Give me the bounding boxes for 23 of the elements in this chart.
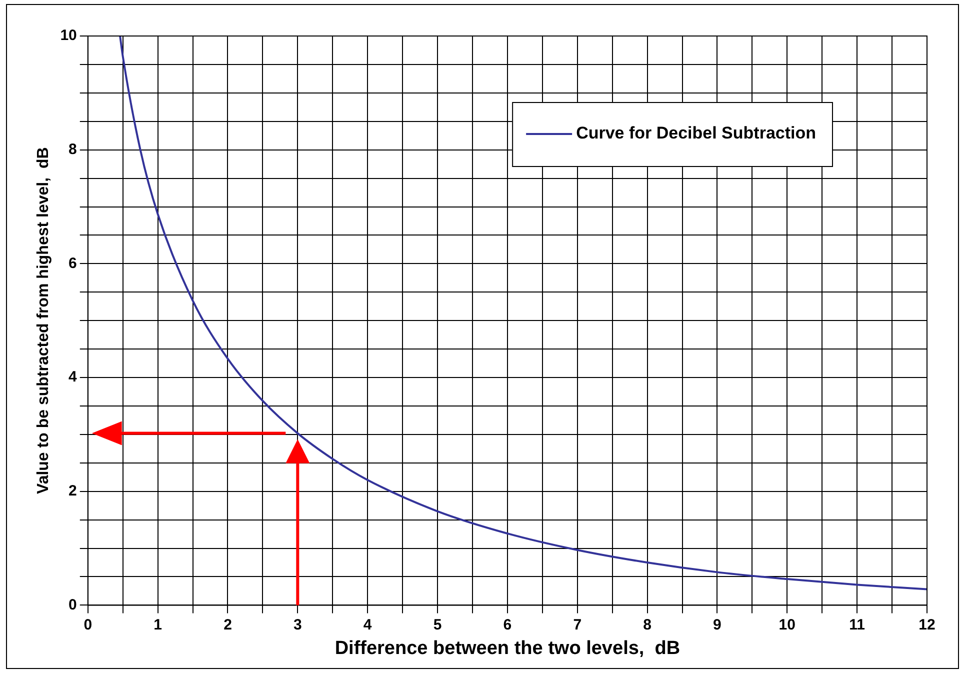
- y-axis-title: Value to be subtracted from highest level, dB: [35, 147, 52, 494]
- x-tick-label: 3: [293, 616, 302, 634]
- legend-label: Curve for Decibel Subtraction: [576, 124, 816, 143]
- y-tick-label: 2: [68, 482, 77, 500]
- x-tick-label: 8: [643, 616, 652, 634]
- x-tick-label: 11: [849, 616, 866, 634]
- x-axis-title: Difference between the two levels, dB: [334, 638, 680, 659]
- x-tick-label: 7: [573, 616, 582, 634]
- x-tick-label: 10: [778, 616, 796, 634]
- x-tick-label: 1: [154, 616, 162, 634]
- x-tick-label: 6: [503, 616, 512, 634]
- y-tick-label: 0: [68, 596, 77, 614]
- y-tick-label: 6: [68, 254, 77, 272]
- x-tick-label: 5: [433, 616, 442, 634]
- y-tick-label: 8: [68, 140, 77, 158]
- line-series: [119, 36, 927, 590]
- x-tick-label: 0: [84, 616, 92, 634]
- x-tick-label: 2: [224, 616, 232, 634]
- x-tick-label: 12: [918, 616, 936, 634]
- y-tick-label: 10: [60, 27, 77, 44]
- y-tick-label: 4: [68, 368, 78, 386]
- x-tick-label: 9: [713, 616, 722, 634]
- x-tick-label: 4: [363, 616, 372, 634]
